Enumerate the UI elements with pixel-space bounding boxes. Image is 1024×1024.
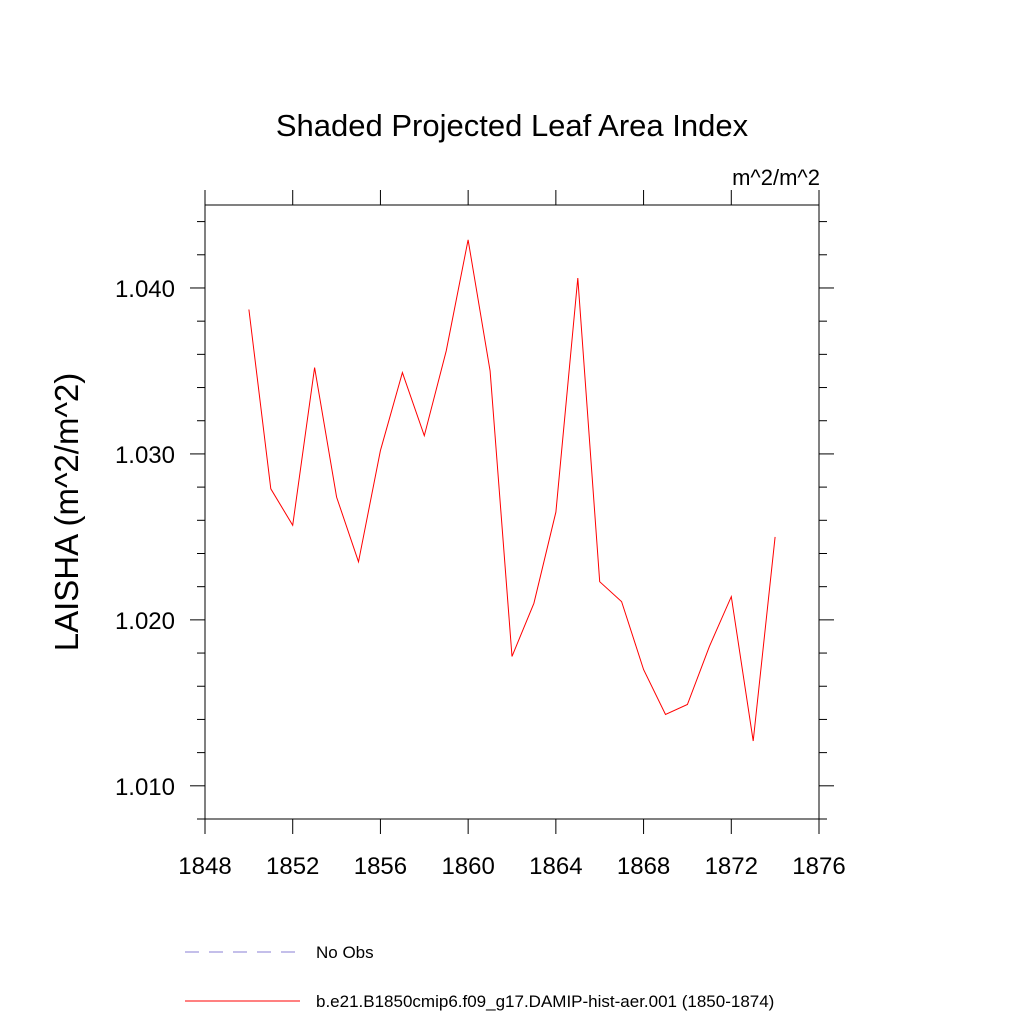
- x-tick-label: 1864: [529, 853, 582, 880]
- units-label: m^2/m^2: [732, 165, 820, 190]
- axis-ticks: [190, 190, 834, 834]
- legend-label-no-obs: No Obs: [316, 943, 374, 962]
- legend: No Obs b.e21.B1850cmip6.f09_g17.DAMIP-hi…: [185, 943, 774, 1011]
- chart-title: Shaded Projected Leaf Area Index: [276, 108, 749, 143]
- x-tick-label: 1848: [178, 853, 231, 880]
- x-tick-label: 1852: [266, 853, 319, 880]
- tick-labels: 1848 1852 1856 1860 1864 1868 1872 1876 1.010 1.0…: [115, 276, 846, 880]
- y-tick-label: 1.040: [115, 276, 175, 303]
- plot-frame: [204, 204, 820, 820]
- series-layer: [248, 239, 776, 742]
- y-tick-label: 1.030: [115, 442, 175, 469]
- y-tick-label: 1.020: [115, 608, 175, 635]
- legend-label-model-run: b.e21.B1850cmip6.f09_g17.DAMIP-hist-aer.…: [316, 992, 774, 1011]
- x-tick-label: 1872: [705, 853, 758, 880]
- y-axis-label: LAISHA (m^2/m^2): [48, 373, 85, 652]
- x-tick-label: 1868: [617, 853, 670, 880]
- series-line: [248, 239, 776, 742]
- x-tick-label: 1876: [792, 853, 845, 880]
- x-tick-label: 1856: [354, 853, 407, 880]
- x-tick-label: 1860: [441, 853, 494, 880]
- y-tick-label: 1.010: [115, 774, 175, 801]
